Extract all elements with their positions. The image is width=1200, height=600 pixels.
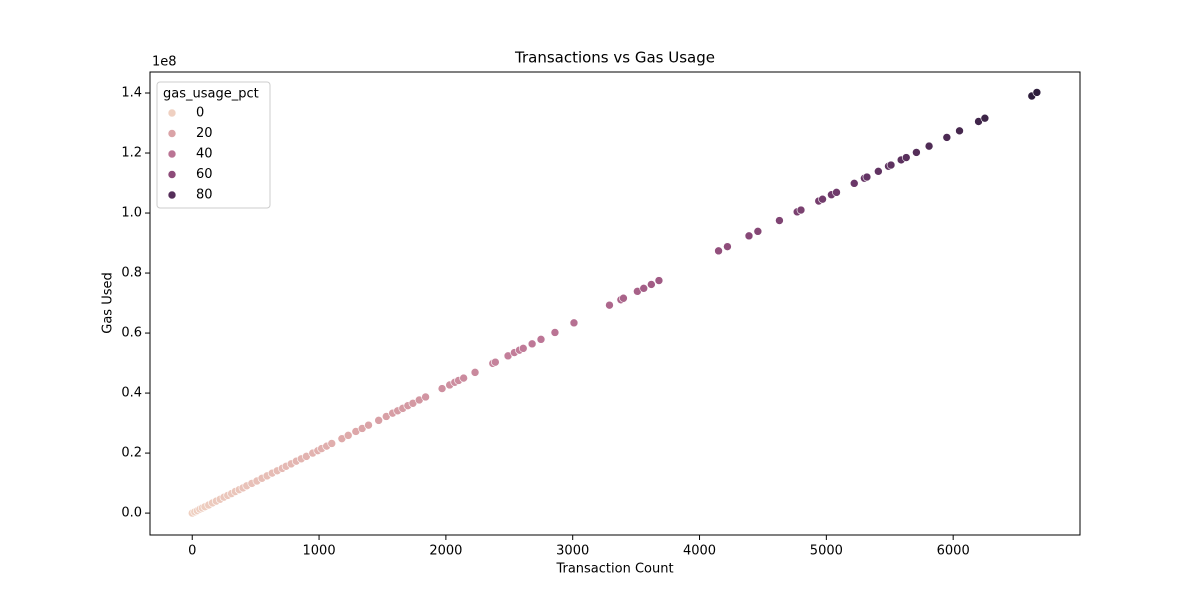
legend-marker (167, 190, 177, 200)
y-tick-label: 1.4 (121, 86, 142, 101)
x-tick-label: 2000 (429, 544, 462, 559)
legend-label: 20 (196, 126, 213, 141)
point (550, 328, 560, 337)
point (796, 205, 806, 215)
point (605, 300, 614, 310)
point (343, 431, 353, 440)
legend-label: 60 (196, 167, 213, 182)
point (654, 276, 664, 285)
legend-title: gas_usage_pct (163, 87, 259, 102)
y-offset-label: 1e8 (152, 55, 177, 70)
point (327, 439, 337, 448)
legend-label: 40 (196, 147, 213, 162)
legend-marker (167, 170, 177, 179)
x-tick-label: 6000 (937, 544, 970, 559)
point (437, 384, 447, 393)
x-tick-label: 5000 (810, 544, 843, 559)
point (714, 246, 723, 256)
y-tick-label: 0.4 (121, 386, 142, 401)
point (518, 344, 528, 353)
legend-marker (167, 108, 177, 118)
x-tick-label: 3000 (556, 544, 589, 559)
point (364, 420, 373, 430)
point (912, 148, 921, 157)
x-axis-label: Transaction Count (555, 562, 673, 577)
legend-label: 80 (196, 188, 213, 203)
x-tick-label: 4000 (683, 544, 716, 559)
point (1032, 88, 1042, 97)
point (818, 194, 827, 204)
point (527, 339, 537, 349)
point (832, 188, 841, 197)
y-tick-label: 1.2 (121, 146, 142, 161)
point (421, 392, 430, 402)
legend-box (156, 81, 271, 209)
point (775, 216, 784, 225)
point (753, 227, 763, 236)
point (942, 133, 952, 142)
point (374, 416, 383, 425)
point (459, 373, 468, 383)
point (723, 242, 732, 251)
point (901, 153, 911, 162)
point (874, 167, 883, 176)
point (647, 280, 656, 289)
point (924, 141, 934, 151)
point (536, 335, 546, 344)
plot-frame (149, 71, 1081, 536)
y-tick-label: 0.8 (121, 266, 142, 281)
y-axis-label: Gas Used (101, 272, 116, 333)
y-tick-label: 1.0 (121, 206, 142, 221)
point (639, 284, 649, 293)
point (849, 179, 859, 188)
point (862, 172, 872, 182)
legend-marker (167, 149, 177, 159)
point (619, 293, 628, 303)
point (980, 113, 990, 123)
y-tick-label: 0.6 (121, 326, 142, 341)
chart-title: Transactions vs Gas Usage (514, 49, 715, 67)
x-tick-label: 1000 (303, 544, 336, 559)
point (744, 231, 754, 241)
legend-label: 0 (196, 106, 204, 121)
y-tick-label: 0.2 (121, 446, 142, 461)
point (470, 368, 480, 377)
y-tick-label: 0.0 (121, 506, 142, 521)
point (886, 160, 896, 170)
legend: gas_usage_pct 0 20 40 60 80 (156, 81, 271, 209)
point (955, 126, 964, 136)
point (569, 318, 579, 328)
x-tick-label: 0 (188, 544, 196, 559)
legend-marker (167, 129, 177, 138)
point (491, 357, 500, 367)
